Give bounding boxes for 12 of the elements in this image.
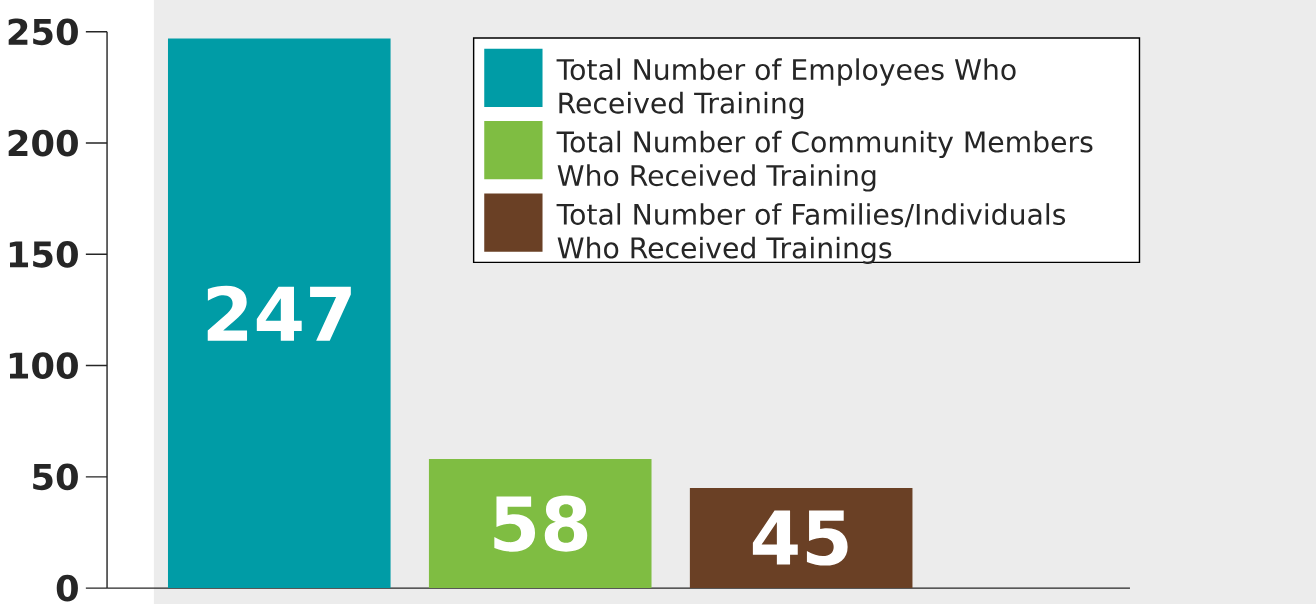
legend-label: Total Number of Community Members Who Received Training [556, 130, 1093, 192]
data-label: 58 [494, 495, 588, 552]
y-tick-label: 200 [8, 129, 78, 157]
data-label: 247 [207, 285, 351, 341]
legend-label: Total Number of Families/Individuals Who Received Trainings [556, 202, 1066, 264]
y-tick-label: 100 [9, 352, 78, 379]
y-tick-label: 250 [8, 18, 78, 45]
legend-label: Total Number of Employees Who Received Training [556, 58, 1016, 120]
y-tick-label: 150 [9, 240, 78, 268]
y-tick-label: 0 [56, 574, 78, 602]
data-label: 45 [752, 510, 848, 566]
y-tick-label: 50 [33, 463, 78, 491]
